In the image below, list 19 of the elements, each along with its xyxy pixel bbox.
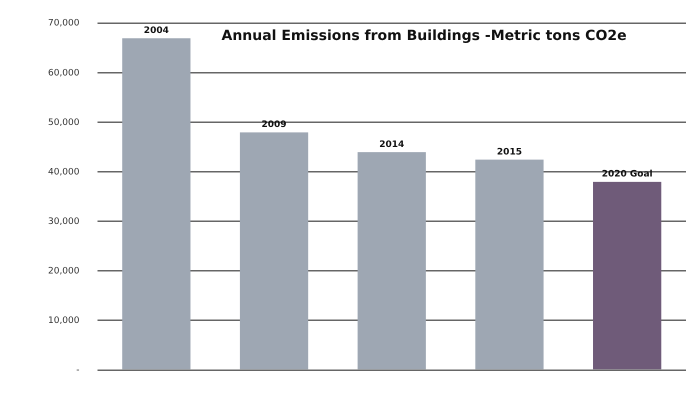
y-tick-label: 30,000: [48, 216, 80, 227]
y-tick-label: 20,000: [48, 266, 80, 276]
y-tick-label: 70,000: [48, 18, 80, 29]
x-tick-label: 2004: [144, 26, 169, 36]
x-tick-label: 2009: [262, 120, 287, 130]
bar: [358, 152, 426, 370]
y-tick-label: 60,000: [48, 68, 80, 78]
x-tick-label: 2020 Goal: [602, 170, 653, 180]
bar: [593, 182, 662, 370]
x-tick-label: 2014: [379, 140, 404, 150]
x-tick-label: 2015: [496, 147, 522, 158]
y-tick-label: 10,000: [48, 316, 80, 326]
y-tick-label: 50,000: [48, 118, 80, 128]
bar: [240, 132, 308, 370]
bar: [122, 38, 190, 370]
chart-title: Annual Emissions from Buildings -Metric tons CO2e: [221, 28, 627, 44]
bar: [475, 160, 544, 370]
y-tick-label: 40,000: [48, 167, 80, 178]
y-tick-label: -: [76, 365, 80, 376]
